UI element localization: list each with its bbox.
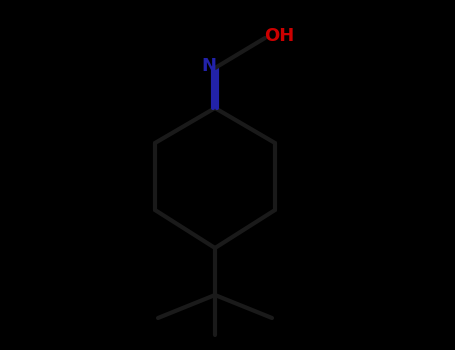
Text: OH: OH <box>264 27 294 45</box>
Text: N: N <box>202 57 217 75</box>
